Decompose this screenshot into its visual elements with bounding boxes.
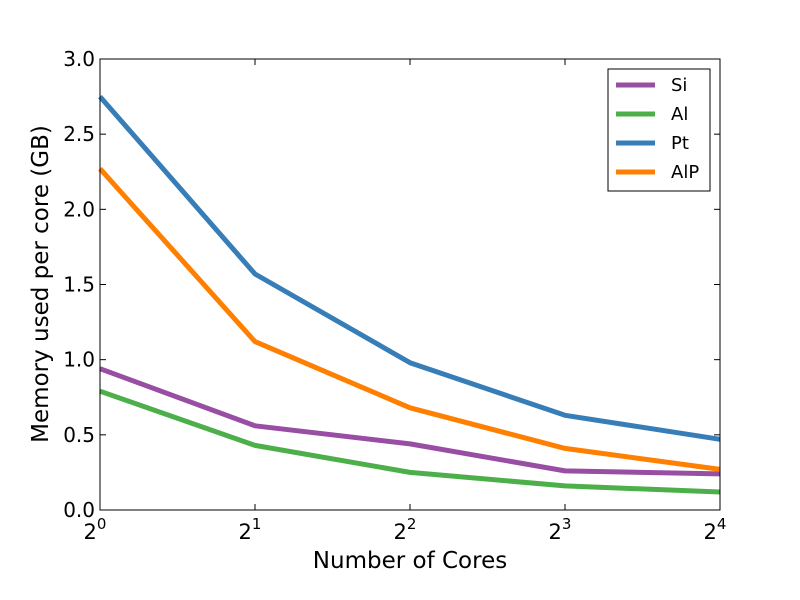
y-tick-label: 0.0 (63, 498, 95, 522)
legend-label-al: Al (671, 104, 688, 125)
series-line-alp (98, 167, 721, 472)
y-tick-label: 1.5 (63, 273, 95, 297)
y-tick-label: 0.5 (63, 423, 95, 447)
x-tick-exponent: 2 (407, 515, 417, 533)
legend-label-alp: AlP (671, 162, 699, 183)
tick-layer: 0.00.51.01.52.02.53.020 21 22 23 24 (63, 47, 726, 544)
x-tick-base: 2 (239, 520, 252, 544)
series-line-pt (98, 94, 721, 442)
legend: Si Al Pt AlP (607, 68, 711, 192)
x-tick-exponent: 4 (717, 515, 727, 533)
x-tick-base: 2 (704, 520, 717, 544)
x-tick-base: 2 (549, 520, 562, 544)
series-line-si (99, 366, 721, 477)
series-layer (98, 94, 721, 495)
x-axis-label: Number of Cores (313, 548, 507, 574)
x-tick-label: 24 (704, 515, 727, 544)
x-tick-exponent: 0 (97, 515, 107, 533)
y-tick-label: 3.0 (63, 47, 95, 71)
y-tick-label: 2.5 (63, 122, 95, 146)
y-tick-label: 1.0 (63, 348, 95, 372)
x-tick-label: 20 (84, 515, 107, 544)
x-tick-label: 23 (549, 515, 572, 544)
x-tick-label: 21 (239, 515, 262, 544)
x-tick-exponent: 3 (562, 515, 572, 533)
legend-label-si: Si (671, 75, 687, 96)
series-line-al (99, 388, 721, 495)
x-tick-base: 2 (84, 520, 97, 544)
x-tick-base: 2 (394, 520, 407, 544)
x-tick-label: 22 (394, 515, 417, 544)
y-tick-label: 2.0 (63, 197, 95, 221)
x-tick-exponent: 1 (252, 515, 262, 533)
legend-label-pt: Pt (671, 133, 689, 154)
y-axis-label: Memory used per core (GB) (28, 125, 54, 443)
